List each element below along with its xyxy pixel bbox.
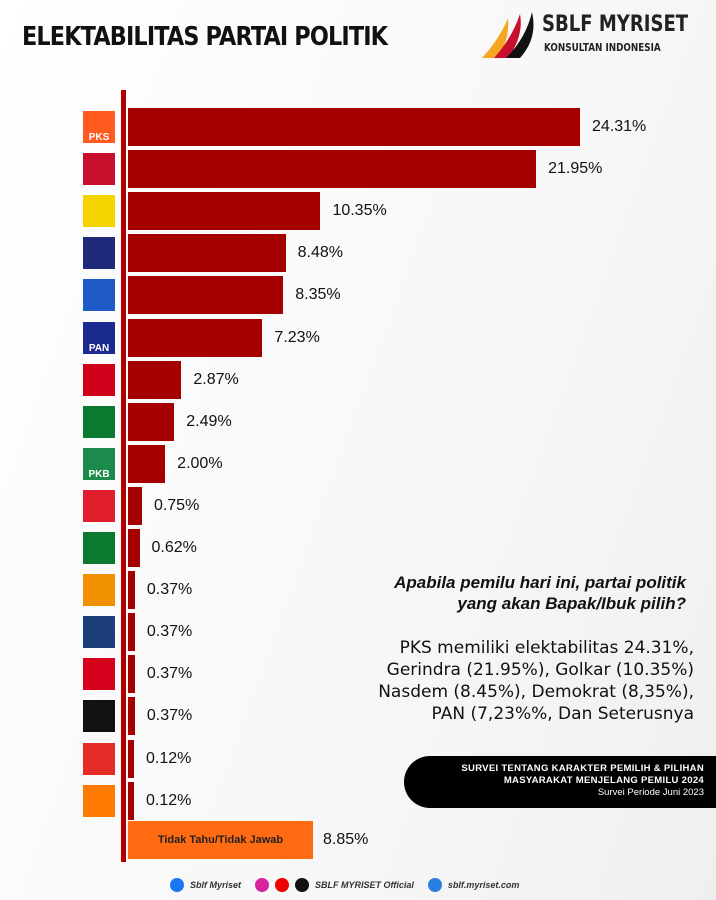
party-logo (83, 742, 115, 775)
facebook-link[interactable]: Sblf Myriset (190, 880, 242, 890)
page-title: ELEKTABILITAS PARTAI POLITIK (22, 22, 388, 52)
bar-10 (128, 529, 140, 567)
value-label: 8.48% (297, 244, 344, 262)
website-link[interactable]: sblf.myriset.com (447, 880, 520, 890)
party-logo: PKS (83, 111, 115, 143)
summary-text: PKS memiliki elektabilitas 24.31%, Gerin… (378, 638, 694, 724)
value-label: 8.35% (295, 286, 341, 304)
bar-5 (128, 318, 263, 357)
value-label-other: 8.85% (323, 831, 369, 848)
value-label: 0.37% (146, 623, 193, 641)
value-label: 0.37% (146, 665, 193, 683)
bar-3 (128, 234, 286, 273)
value-label: 2.49% (186, 412, 232, 430)
party-logo (83, 784, 115, 817)
survey-question: Apabila pemilu hari ini, partai politik … (394, 573, 686, 613)
party-logo (83, 363, 115, 396)
value-label: 21.95% (548, 160, 603, 178)
bar-9 (128, 486, 142, 525)
party-logo (83, 658, 115, 691)
value-label: 2.00% (177, 454, 223, 472)
value-label: 0.37% (146, 707, 193, 725)
bar-13 (128, 655, 135, 694)
party-logo (83, 616, 115, 649)
chart-axis (121, 90, 126, 862)
brand-logo: SBLF MYRISET KONSULTAN INDONESIA (480, 8, 710, 63)
party-logo (83, 489, 115, 522)
value-label: 2.87% (193, 370, 239, 388)
bar-4 (128, 276, 284, 315)
value-label: 24.31% (592, 118, 647, 135)
value-label: 0.62% (151, 539, 197, 556)
value-label: 10.35% (332, 202, 387, 220)
party-logo: PAN (83, 321, 115, 354)
value-label: 0.12% (146, 749, 192, 767)
bar-7 (128, 402, 175, 441)
bar-12 (128, 613, 135, 652)
globe-icon[interactable] (427, 878, 442, 892)
party-logo (83, 532, 115, 564)
value-label: 0.75% (153, 496, 200, 514)
party-logo (83, 195, 115, 228)
value-label: 7.23% (274, 328, 320, 346)
bar-15 (128, 739, 134, 778)
bar-16 (128, 781, 134, 820)
party-logo (83, 405, 115, 438)
footer: Sblf Myriset SBLF MYRISET Official sblf.… (170, 878, 519, 892)
youtube-icon[interactable] (275, 878, 290, 892)
party-logo (83, 279, 115, 312)
party-logo (83, 700, 115, 733)
value-label: 0.37% (146, 581, 193, 599)
bar-8 (128, 444, 166, 483)
tiktok-icon[interactable] (295, 878, 310, 892)
bar-other: Tidak Tahu/Tidak Jawab (128, 821, 313, 859)
instagram-icon[interactable] (255, 878, 270, 892)
bar-11 (128, 571, 135, 610)
party-logo (83, 574, 115, 607)
bar-2 (128, 192, 321, 231)
party-logo (83, 153, 115, 186)
social-link[interactable]: SBLF MYRISET Official (315, 880, 414, 890)
value-label: 0.12% (146, 791, 192, 809)
bar-0 (128, 108, 580, 146)
bar-1 (128, 150, 537, 189)
bar-6 (128, 360, 182, 399)
party-logo (83, 237, 115, 270)
party-logo: PKB (83, 447, 115, 480)
brand-flame-icon (482, 12, 534, 58)
bar-14 (128, 697, 135, 736)
survey-banner: SURVEI TENTANG KARAKTER PEMILIH & PILIHA… (404, 756, 716, 808)
facebook-icon[interactable] (170, 878, 184, 892)
